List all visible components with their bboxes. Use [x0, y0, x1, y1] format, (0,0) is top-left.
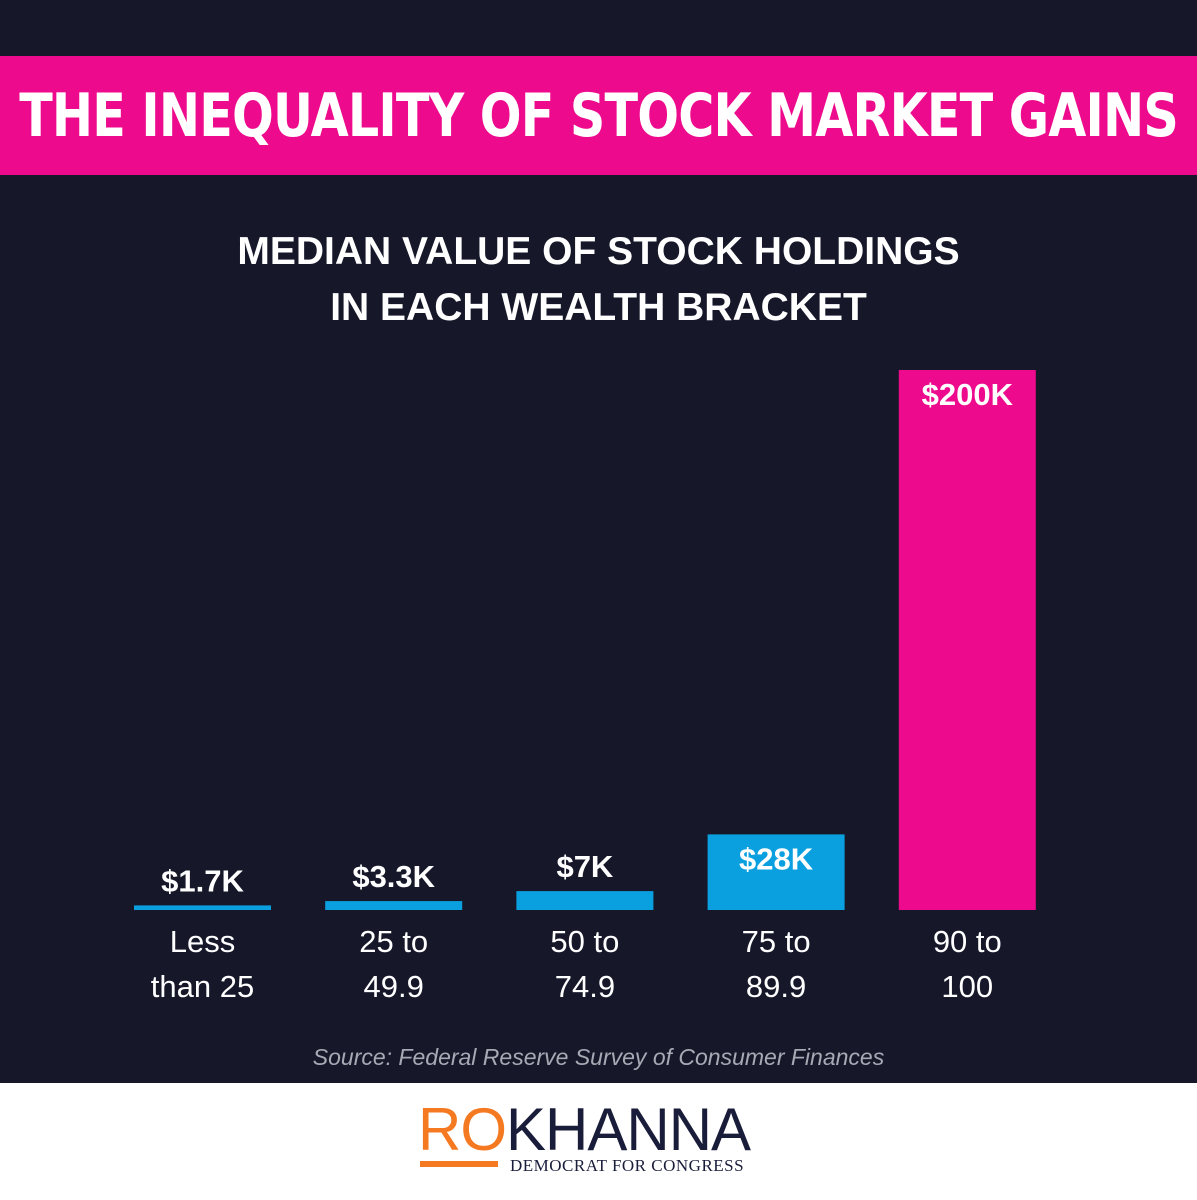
category-label-5-line-2: 100 — [941, 969, 993, 1004]
category-label-2-line-1: 25 to — [359, 924, 428, 959]
footer — [0, 1083, 1197, 1200]
category-label-1-line-2: than 25 — [151, 969, 254, 1004]
bar-chart: $1.7K Less than 25 $3.3K 25 to 49.9 $7K 50 to 74… — [134, 370, 1036, 1004]
category-label-2-line-2: 49.9 — [364, 969, 424, 1004]
category-label-4-line-2: 89.9 — [746, 969, 806, 1004]
logo: RO KHANNA DEMOCRAT FOR CONGRESS — [418, 1098, 778, 1178]
logo-ro-text: RO — [418, 1096, 507, 1163]
chart-title-line-2: IN EACH WEALTH BRACKET — [330, 286, 867, 329]
category-label-3-line-2: 74.9 — [555, 969, 615, 1004]
logo-khanna-text: KHANNA — [506, 1096, 751, 1163]
value-label-3: $7K — [556, 849, 613, 884]
chart-title-line-1: MEDIAN VALUE OF STOCK HOLDINGS — [237, 230, 960, 273]
value-label-1: $1.7K — [161, 863, 244, 898]
logo-tagline: DEMOCRAT FOR CONGRESS — [510, 1156, 745, 1175]
value-label-5: $200K — [922, 377, 1014, 412]
bar-4 — [707, 834, 845, 910]
bar-1 — [134, 905, 271, 910]
bar-5 — [898, 370, 1036, 910]
bar-2 — [325, 901, 463, 910]
title-banner: THE INEQUALITY OF STOCK MARKET GAINS — [0, 56, 1197, 175]
category-label-3-line-1: 50 to — [550, 924, 619, 959]
category-label-1-line-1: Less — [170, 924, 235, 959]
bar-3 — [516, 891, 654, 910]
value-label-4: $28K — [739, 841, 814, 876]
chart-title: MEDIAN VALUE OF STOCK HOLDINGS IN EACH W… — [0, 224, 1197, 336]
main-title: THE INEQUALITY OF STOCK MARKET GAINS — [19, 80, 1179, 151]
source-note: Source: Federal Reserve Survey of Consum… — [312, 1044, 885, 1070]
category-label-5-line-1: 90 to — [933, 924, 1002, 959]
category-label-4-line-1: 75 to — [742, 924, 811, 959]
value-label-2: $3.3K — [352, 859, 435, 894]
logo-underline — [420, 1161, 498, 1167]
